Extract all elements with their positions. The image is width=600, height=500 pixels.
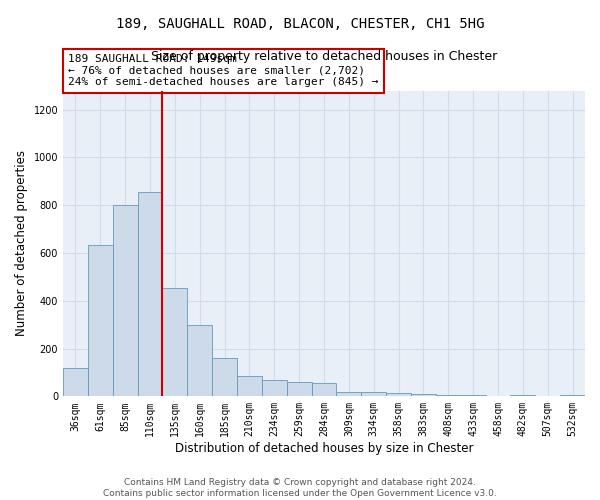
Bar [137,192,163,396]
Bar [113,205,137,396]
Text: 189, SAUGHALL ROAD, BLACON, CHESTER, CH1 5HG: 189, SAUGHALL ROAD, BLACON, CHESTER, CH1… [116,18,484,32]
Y-axis label: Number of detached properties: Number of detached properties [15,150,28,336]
Bar [212,358,237,397]
Bar [337,392,361,396]
Bar [461,395,485,396]
Bar [311,383,337,396]
Text: 189 SAUGHALL ROAD: 149sqm
← 76% of detached houses are smaller (2,702)
24% of se: 189 SAUGHALL ROAD: 149sqm ← 76% of detac… [68,54,379,88]
Bar [187,324,212,396]
Title: Size of property relative to detached houses in Chester: Size of property relative to detached ho… [151,50,497,63]
Text: Contains HM Land Registry data © Crown copyright and database right 2024.
Contai: Contains HM Land Registry data © Crown c… [103,478,497,498]
Bar [287,382,311,396]
Bar [262,380,287,396]
Bar [361,392,386,396]
X-axis label: Distribution of detached houses by size in Chester: Distribution of detached houses by size … [175,442,473,455]
Bar [163,288,187,397]
Bar [237,376,262,396]
Bar [88,244,113,396]
Bar [560,395,585,396]
Bar [511,395,535,396]
Bar [63,368,88,396]
Bar [436,395,461,396]
Bar [411,394,436,396]
Bar [386,393,411,396]
